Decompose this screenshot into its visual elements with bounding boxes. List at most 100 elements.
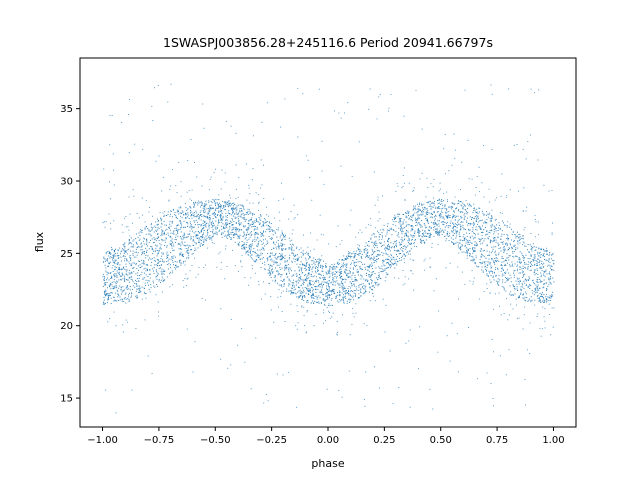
data-point [410, 235, 412, 237]
data-point [524, 282, 526, 284]
data-point [155, 269, 157, 271]
data-point [498, 275, 500, 277]
data-point [286, 288, 288, 290]
data-point [104, 283, 106, 285]
data-point [111, 281, 113, 283]
data-point [200, 225, 202, 227]
data-point [421, 220, 423, 221]
data-point [305, 155, 307, 157]
data-point [468, 249, 469, 251]
data-point [312, 266, 314, 268]
data-point [258, 242, 260, 244]
data-point [340, 266, 342, 268]
data-point [503, 265, 505, 266]
data-point [255, 218, 257, 220]
data-point [167, 234, 169, 236]
data-point [393, 277, 395, 279]
data-point [483, 214, 485, 216]
data-point [225, 120, 227, 122]
data-point [162, 230, 164, 232]
data-point [413, 189, 415, 191]
data-point [428, 233, 430, 235]
data-point [208, 223, 210, 225]
data-point [480, 256, 482, 258]
data-point [363, 250, 365, 252]
data-point [262, 224, 264, 226]
data-point [205, 200, 207, 202]
data-point [495, 274, 497, 276]
data-point [136, 288, 138, 290]
data-point [398, 227, 400, 229]
data-point [388, 258, 390, 260]
data-point [102, 261, 104, 263]
data-point [145, 251, 147, 253]
data-point [234, 228, 236, 230]
data-point [386, 262, 388, 264]
data-point [322, 266, 323, 268]
data-point [500, 264, 502, 266]
data-point [204, 203, 206, 205]
data-point [237, 235, 239, 237]
data-point [316, 295, 318, 297]
data-point [471, 223, 473, 225]
data-point [348, 291, 349, 292]
data-point [199, 245, 201, 247]
data-point [415, 239, 416, 241]
data-point [311, 296, 313, 298]
data-point [274, 244, 276, 246]
data-point [462, 207, 463, 209]
data-point [492, 308, 494, 310]
data-point [194, 257, 196, 259]
data-point [172, 257, 174, 259]
data-point [195, 231, 197, 233]
data-point [281, 267, 283, 269]
data-point [284, 266, 286, 268]
data-point [550, 334, 552, 336]
data-point [486, 219, 488, 221]
data-point [466, 220, 467, 222]
data-point [433, 224, 435, 225]
data-point [479, 207, 481, 209]
data-point [311, 271, 313, 273]
data-point [262, 248, 264, 250]
data-point [533, 259, 534, 261]
data-point [462, 224, 464, 226]
data-point [206, 222, 208, 224]
data-point [135, 279, 136, 281]
data-point [238, 228, 240, 230]
data-point [330, 293, 332, 295]
data-point [458, 247, 460, 249]
data-point [180, 221, 182, 223]
data-point [124, 251, 126, 253]
data-point [279, 220, 281, 222]
data-point [232, 209, 234, 211]
data-point [179, 260, 181, 262]
data-point [191, 228, 193, 230]
data-point [412, 220, 414, 222]
data-point [312, 300, 314, 302]
data-point [531, 247, 533, 249]
data-point [109, 263, 110, 265]
data-point [103, 280, 105, 282]
data-point [257, 245, 259, 247]
data-point [289, 257, 291, 259]
data-point [148, 242, 150, 244]
data-point [156, 237, 158, 239]
data-point [141, 265, 143, 267]
data-point [219, 221, 221, 223]
data-point [187, 257, 189, 259]
data-point [149, 277, 151, 279]
data-point [247, 229, 249, 231]
data-point [427, 212, 429, 213]
data-point [496, 281, 498, 283]
data-point [395, 190, 397, 192]
data-point [209, 215, 211, 216]
data-point [374, 227, 376, 229]
data-point [408, 217, 410, 219]
data-point [213, 242, 215, 244]
data-point [473, 232, 474, 234]
data-point [479, 262, 481, 263]
data-point [249, 251, 251, 253]
data-point [473, 221, 475, 223]
